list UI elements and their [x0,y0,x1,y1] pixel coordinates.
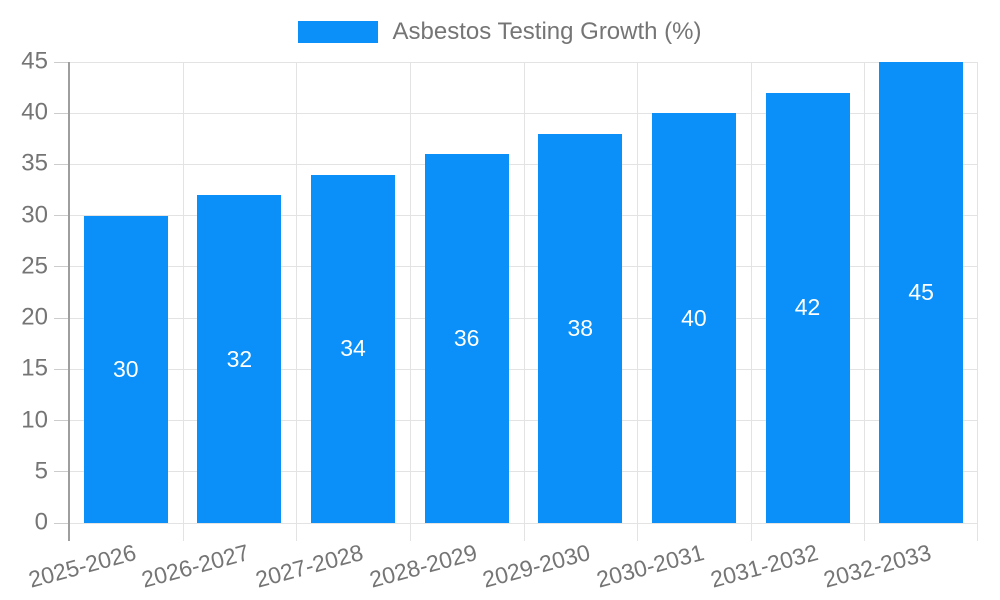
x-tick-label: 2031-2032 [707,539,821,593]
bar[interactable]: 38 [538,133,623,523]
bar-cell: 36 [410,62,524,523]
bar-value-label: 40 [681,304,707,331]
bar-value-label: 30 [113,355,139,382]
y-axis-tick [54,317,69,319]
gridline-v [182,62,184,541]
x-axis-labels: 2025-2026 2026-2027 2027-2028 2028-2029 2029… [26,523,978,600]
y-tick-label: 10 [21,405,48,433]
x-tick-label: 2025-2026 [25,539,139,593]
y-tick-label: 35 [21,149,48,177]
y-tick-label: 20 [21,303,48,331]
x-tick-label: 2028-2029 [366,539,480,593]
gridline-v [409,62,411,541]
bar[interactable]: 45 [879,62,964,523]
x-tick-label: 2027-2028 [252,539,366,593]
legend-swatch-icon [298,21,379,43]
y-axis-tick [54,266,69,268]
gridline-v [296,62,298,541]
bar[interactable]: 42 [765,92,850,523]
bar-cell: 34 [296,62,410,523]
y-tick-label: 5 [34,457,48,485]
bar-value-label: 38 [567,314,594,341]
y-tick-label: 40 [21,98,48,126]
bars-layer: 30 32 34 36 38 40 42 45 [69,62,978,523]
plot-area: 30 32 34 36 38 40 42 45 [54,61,978,541]
bar[interactable]: 32 [197,195,282,523]
bar-cell: 42 [751,62,865,523]
y-axis-labels: 0 5 10 15 20 25 30 35 40 45 [0,47,48,535]
y-tick-label: 25 [21,252,48,280]
bar-value-label: 34 [340,335,366,362]
gridline-v [750,62,752,541]
y-axis-tick [54,61,69,63]
bar[interactable]: 30 [83,215,168,523]
bar[interactable]: 40 [651,113,736,523]
bar-value-label: 36 [453,325,480,352]
bar-cell: 38 [524,62,638,523]
bar-value-label: 45 [908,279,934,305]
y-tick-label: 30 [21,201,48,229]
gridline-v [977,62,978,541]
chart-legend[interactable]: Asbestos Testing Growth (%) [0,18,1000,46]
bar-cell: 45 [864,62,978,523]
gridline-v [864,62,866,541]
gridline-v [523,62,525,541]
gridline-v [637,62,639,541]
bar[interactable]: 34 [311,174,396,523]
bar-cell: 40 [637,62,751,523]
y-axis-tick [54,471,69,473]
y-axis-tick [54,112,69,114]
y-axis-tick [54,420,69,422]
y-axis-tick [54,522,69,524]
y-tick-label: 0 [34,508,48,536]
x-tick-label: 2026-2027 [139,539,253,593]
y-tick-label: 15 [21,354,48,382]
y-axis-tick [54,368,69,370]
y-tick-label: 45 [21,47,48,75]
x-tick-label: 2029-2030 [480,539,594,593]
bar[interactable]: 36 [424,154,509,523]
bar-value-label: 32 [226,345,253,372]
bar-cell: 30 [69,62,183,523]
x-tick-label: 2032-2033 [820,539,934,593]
x-tick-label: 2030-2031 [593,539,707,593]
y-axis-tick [54,163,69,165]
bar-cell: 32 [183,62,297,523]
bar-value-label: 42 [794,294,821,321]
legend-label: Asbestos Testing Growth (%) [392,18,702,45]
y-axis-tick [54,215,69,217]
y-axis-line [68,62,70,541]
